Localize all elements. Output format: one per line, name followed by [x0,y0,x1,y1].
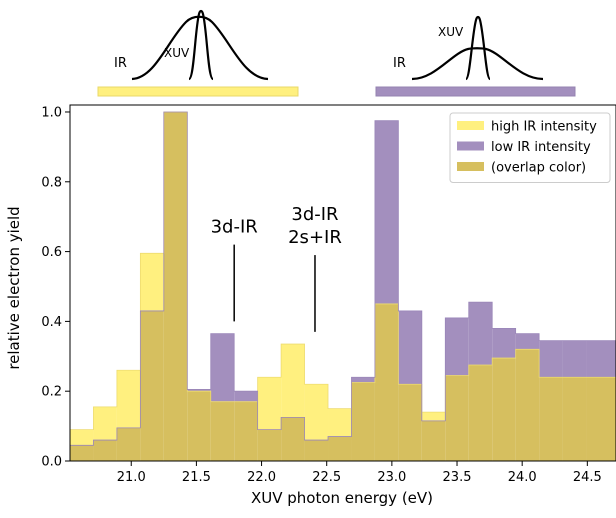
bar-low-ir [398,310,422,385]
y-tick-label: 0.6 [41,245,62,260]
legend-swatch [457,121,484,130]
x-tick-label: 24.0 [508,470,537,485]
x-axis-label: XUV photon energy (eV) [251,489,433,507]
annotation-label: 2s+IR [288,227,342,248]
bar-low-ir [234,391,258,402]
bar-overlap [492,358,516,461]
xuv-label-low: XUV [438,25,464,39]
bar-high-ir [116,370,141,428]
y-tick-label: 1.0 [41,105,62,120]
bar-overlap [586,377,616,461]
bar-high-ir [328,408,352,437]
x-tick-label: 22.5 [312,470,341,485]
y-tick-label: 0.8 [41,175,62,190]
legend: high IR intensity low IR intensity (overla… [449,112,611,183]
bar-low-ir [351,377,375,383]
bar-low-ir [210,333,235,402]
x-tick-label: 24.5 [573,470,602,485]
bar-overlap [140,310,164,461]
high-ir-step-outline [69,111,616,461]
bar-overlap [93,440,117,461]
bar-high-ir [140,253,164,311]
low-ir-step-outline [69,111,616,461]
y-tick-label: 0.0 [41,455,62,470]
ir-pulse-curve-high [131,15,269,81]
x-tick-label: 22.0 [247,470,276,485]
ir-label-high: IR [114,56,127,71]
bar-overlap [328,436,352,461]
legend-box [449,112,611,183]
bar-high-ir [93,406,117,441]
bar-low-ir [492,328,516,359]
bar-overlap [445,375,469,461]
xuv-label-high: XUV [164,46,190,60]
bar-high-ir [281,344,305,418]
bar-overlap [562,377,587,461]
bar-overlap [281,417,305,461]
annotation-label: 3d-IR [211,217,258,238]
bar-low-ir [515,333,540,350]
bar-overlap [210,401,235,461]
bar-overlap [234,401,258,461]
bar-high-ir [304,384,329,441]
x-tick-label: 21.0 [117,470,146,485]
bar-high-ir [257,377,282,430]
y-axis-ticks: 0.0 0.2 0.4 0.6 0.8 1.0 [41,105,70,470]
annotation-label: 3d-IR [291,204,338,225]
xuv-pulse-curve-high [187,9,215,81]
low-ir-bar [375,86,576,97]
bar-overlap [468,365,493,461]
bar-overlap [515,349,540,461]
bar-overlap [304,440,329,461]
high-ir-bar [97,86,299,97]
bar-low-ir [187,389,211,392]
bar-overlap [163,111,188,461]
legend-label: low IR intensity [491,140,591,155]
bar-overlap [374,303,399,461]
bar-overlap [398,384,422,461]
x-axis-ticks: 21.0 21.5 22.0 22.5 23.0 23.5 24.0 24.5 [117,461,602,485]
y-tick-label: 0.4 [41,315,62,330]
histogram-bars [70,111,616,461]
bar-low-ir [374,120,399,304]
bar-overlap [421,420,446,461]
bar-overlap [116,427,141,461]
x-tick-label: 21.5 [182,470,211,485]
x-tick-label: 23.0 [377,470,406,485]
ir-label-low: IR [393,56,406,71]
bar-overlap [257,429,282,461]
bar-low-ir [445,317,469,376]
legend-swatch [457,162,484,171]
y-tick-label: 0.2 [41,385,62,400]
bar-low-ir [468,302,493,366]
legend-label: (overlap color) [491,161,586,176]
pulse-inset-low: IR XUV [375,15,576,97]
plot-area: 21.0 21.5 22.0 22.5 23.0 23.5 24.0 24.5 0.00.20… [41,104,616,485]
pulse-inset-high: IR XUV [97,9,299,97]
y-axis-label: relative electron yield [5,206,23,369]
bar-low-ir [539,340,563,378]
bar-overlap [70,445,94,461]
bar-overlap [539,377,563,461]
bar-low-ir [586,340,616,378]
histogram-outlines [69,111,616,461]
ir-pulse-curve-low [411,47,544,81]
x-tick-label: 23.5 [443,470,472,485]
bar-high-ir [70,429,94,446]
bar-low-ir [562,340,587,378]
legend-swatch [457,141,484,151]
bar-overlap [351,382,375,461]
plot-frame [69,104,616,462]
bar-overlap [187,391,211,461]
xuv-pulse-curve-low [464,15,492,81]
bar-high-ir [421,412,446,421]
legend-label: high IR intensity [491,120,597,135]
